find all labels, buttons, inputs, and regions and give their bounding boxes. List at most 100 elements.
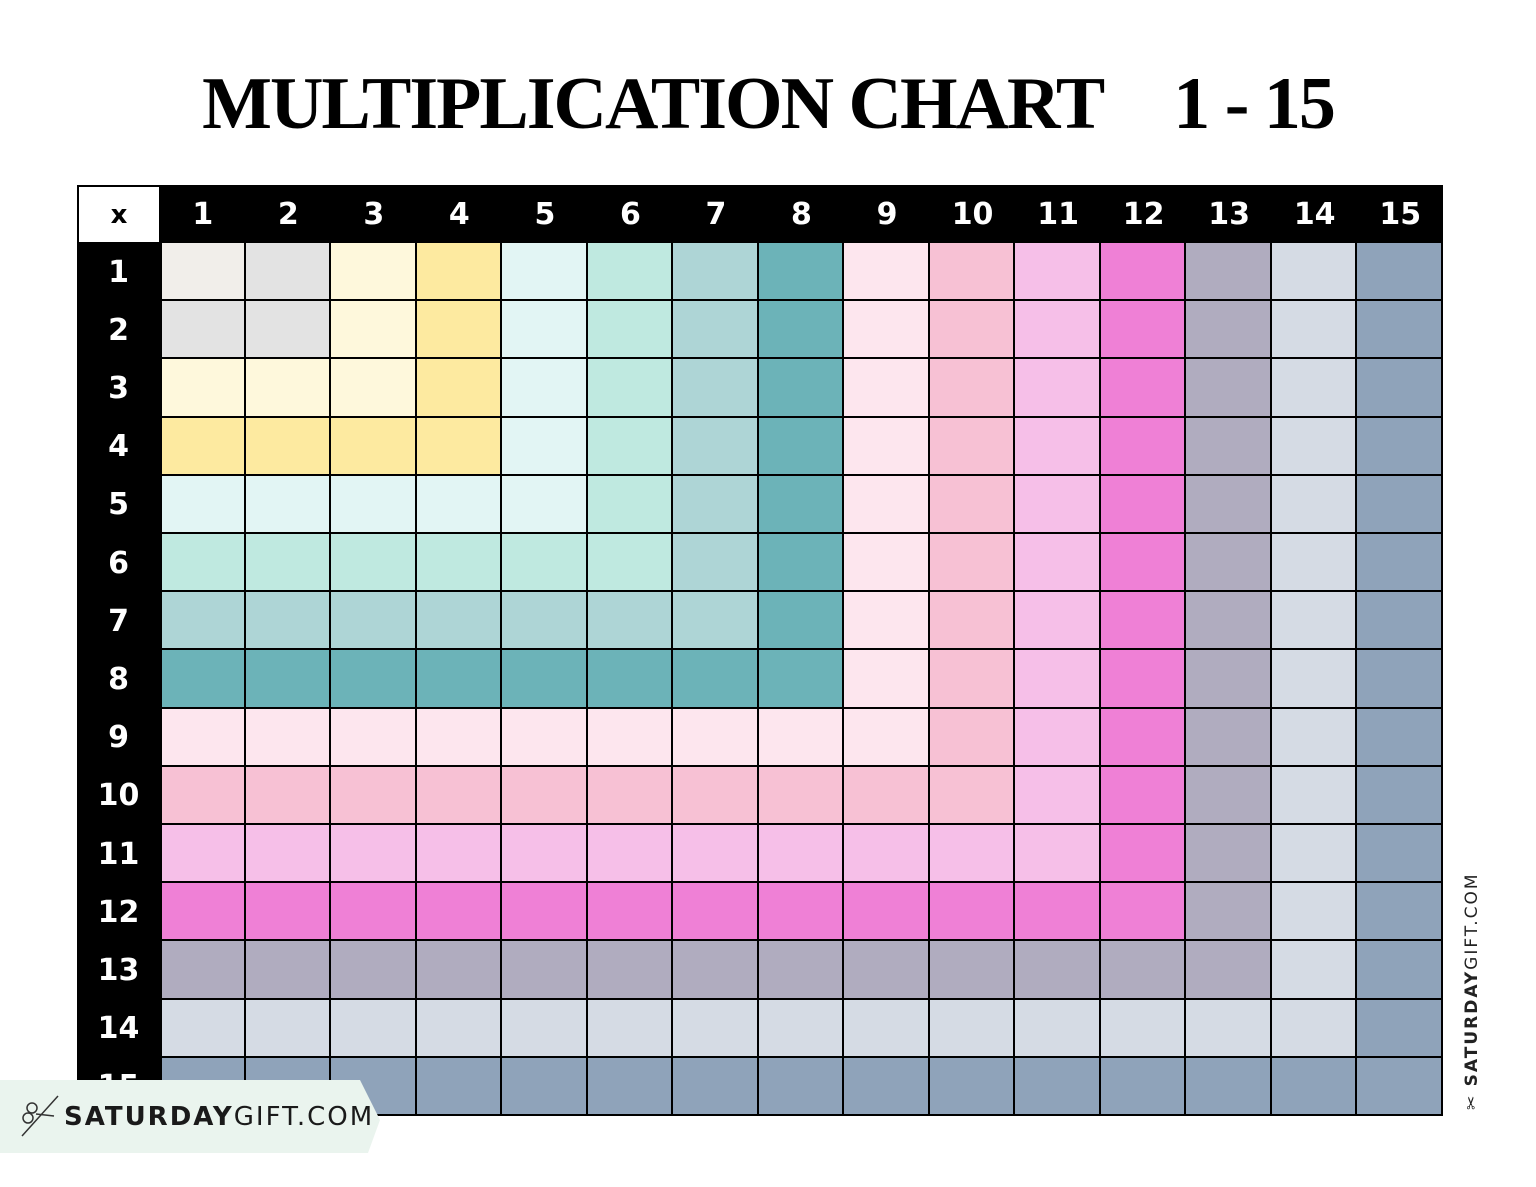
product-cell [1100,534,1187,593]
product-cell [1271,941,1358,1000]
product-cell [1015,534,1101,593]
product-cell [929,825,1016,884]
bow-scissors-icon [21,1095,59,1137]
product-cell [1357,592,1443,651]
product-cell [844,534,930,593]
product-cell [416,1057,503,1116]
product-cell [1015,708,1101,767]
product-cell [1271,766,1358,825]
product-cell [1357,1057,1443,1116]
product-cell [245,941,332,1000]
product-cell [673,243,759,302]
product-cell [160,883,246,942]
product-cell [929,941,1016,1000]
product-cell [844,650,930,709]
product-cell [502,766,588,825]
product-cell [1100,766,1187,825]
product-cell [758,359,845,418]
product-cell [1271,359,1358,418]
product-cell [245,534,332,593]
product-cell [587,650,674,709]
product-cell [502,301,588,360]
title-main: MULTIPLICATION CHART [202,63,1105,145]
product-cell [929,883,1016,942]
product-cell [331,592,417,651]
product-cell [416,475,503,534]
product-cell [673,417,759,476]
product-cell [929,359,1016,418]
product-cell [1357,243,1443,302]
product-cell [331,359,417,418]
product-cell [416,301,503,360]
product-cell [1015,475,1101,534]
column-header: 4 [448,196,470,232]
row-header: 2 [108,312,129,348]
product-cell [844,708,930,767]
column-header: 10 [951,196,994,232]
product-cell [1186,883,1272,942]
product-cell [1357,475,1443,534]
product-cell [844,475,930,534]
product-cell [416,766,503,825]
product-cell [1186,359,1272,418]
brand-text: SATURDAYGIFT.COM [64,1102,374,1132]
product-cell [502,243,588,302]
product-cell [502,1057,588,1116]
product-cell [673,825,759,884]
watermark-light: GIFT.COM [1462,872,1482,970]
product-cell [929,650,1016,709]
product-cell [673,766,759,825]
product-cell [587,825,674,884]
product-cell [1100,592,1187,651]
product-cell [502,592,588,651]
product-cell [758,883,845,942]
product-cell [844,592,930,651]
product-cell [1271,708,1358,767]
column-header: 11 [1037,196,1079,232]
product-cell [416,417,503,476]
product-cell [245,766,332,825]
product-cell [758,475,845,534]
product-cell [1357,301,1443,360]
product-cell [160,243,246,302]
product-cell [844,243,930,302]
product-cell [331,417,417,476]
product-cell [331,999,417,1058]
product-cell [844,1057,930,1116]
product-cell [673,883,759,942]
product-cell [1100,475,1187,534]
product-cell [1186,1057,1272,1116]
product-cell [929,766,1016,825]
product-cell [331,301,417,360]
product-cell [502,650,588,709]
product-cell [1015,825,1101,884]
title-range: 1 - 15 [1173,63,1336,145]
product-cell [502,475,588,534]
product-cell [1357,359,1443,418]
product-cell [331,766,417,825]
row-header: 11 [97,836,140,872]
product-cell [502,999,588,1058]
product-cell [1015,1057,1101,1116]
row-header: 14 [97,1011,140,1047]
product-cell [331,941,417,1000]
product-cell [160,592,246,651]
column-header: 5 [534,196,556,232]
product-cell [844,766,930,825]
product-cell [1186,941,1272,1000]
row-header: 6 [108,545,129,581]
product-cell [1271,301,1358,360]
product-cell [1186,999,1272,1058]
product-cell [1271,592,1358,651]
product-cell [245,359,332,418]
product-cell [1357,534,1443,593]
product-cell [1271,475,1358,534]
product-cell [587,999,674,1058]
product-cell [1357,650,1443,709]
product-cell [1357,825,1443,884]
product-cell [1100,941,1187,1000]
product-cell [929,1057,1016,1116]
multiplication-table: x 1 2 3 4 5 6 7 8 9 10 11 12 13 14 15 1 2 3 4 5 6 7 8 9 10 11 12 13… [77,185,1443,1116]
product-cell [245,243,332,302]
row-header: 1 [108,254,129,290]
